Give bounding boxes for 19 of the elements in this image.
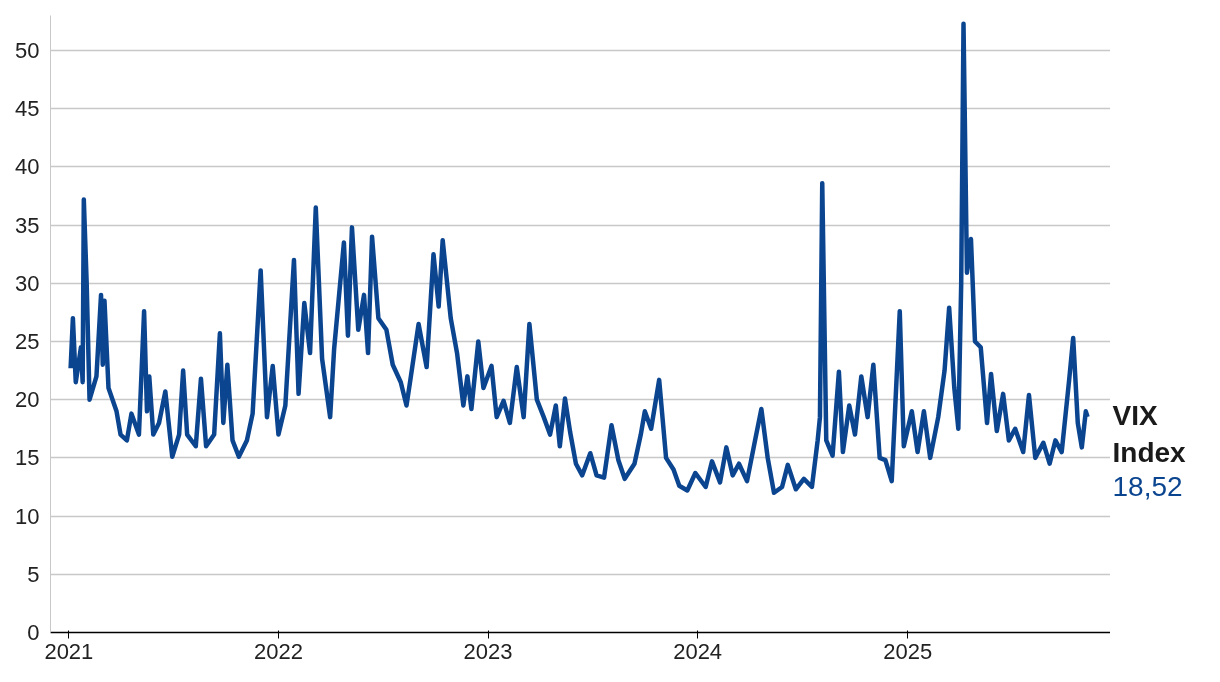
y-tick-label: 45 (15, 96, 40, 122)
y-tick-label: 50 (15, 37, 40, 63)
y-tick-label: 25 (15, 328, 40, 354)
x-tick-label: 2022 (253, 638, 303, 664)
y-tick-label: 30 (15, 270, 40, 296)
x-tick-label: 2025 (883, 638, 933, 664)
x-tick-label: 2023 (463, 638, 513, 664)
x-tick-label: 2021 (44, 638, 94, 664)
y-tick-label: 10 (15, 503, 40, 529)
y-tick-label: 15 (15, 445, 40, 471)
y-tick-label: 5 (27, 561, 40, 587)
series-label: VIX Index (1112, 399, 1187, 469)
x-tick-label: 2024 (673, 638, 723, 664)
y-tick-label: 20 (15, 387, 40, 413)
data-label: 18,52 (1112, 470, 1183, 502)
y-tick-label: 0 (27, 620, 40, 645)
y-tick-label: 40 (15, 154, 40, 180)
line-series (68, 21, 1090, 496)
y-tick-label: 35 (15, 212, 40, 238)
